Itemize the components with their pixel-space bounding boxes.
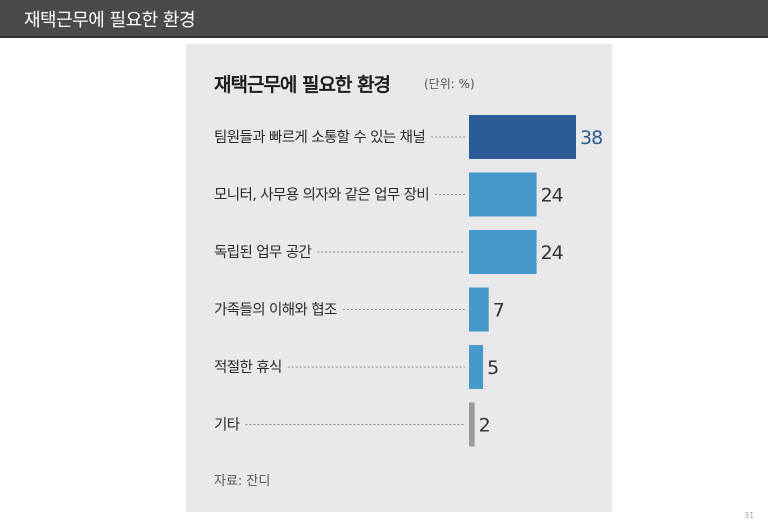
chart-panel: 재택근무에 필요한 환경 (단위: %) 팀원들과 빠르게 소통할 수 있는 채… xyxy=(186,44,612,512)
category-label: 가족들의 이해와 협조 xyxy=(214,302,337,319)
value-label: 5 xyxy=(487,357,498,379)
page-number: 31 xyxy=(744,511,755,520)
chart-title: 재택근무에 필요한 환경 xyxy=(214,74,391,96)
category-label: 적절한 휴식 xyxy=(214,359,282,376)
chart-source: 자료: 잔디 xyxy=(214,474,271,489)
value-label: 2 xyxy=(479,415,490,437)
value-label: 7 xyxy=(493,300,504,322)
chart-unit: (단위: %) xyxy=(424,77,475,91)
category-label: 팀원들과 빠르게 소통할 수 있는 채널 xyxy=(214,129,425,146)
bar xyxy=(469,115,576,159)
bar xyxy=(469,287,489,332)
bar xyxy=(469,172,537,217)
slide-title: 재택근무에 필요한 환경 xyxy=(24,10,196,31)
bar xyxy=(469,345,484,389)
bar-chart: 팀원들과 빠르게 소통할 수 있는 채널 38 모니터, 사무용 의자와 같은 업무… xyxy=(214,115,603,447)
bar xyxy=(469,402,475,447)
category-label: 독립된 업무 공간 xyxy=(214,244,311,261)
slide-header: 재택근무에 필요한 환경 xyxy=(0,0,768,38)
value-label: 24 xyxy=(541,185,564,207)
value-label: 38 xyxy=(580,127,602,149)
category-label: 기타 xyxy=(214,417,240,434)
value-label: 24 xyxy=(541,242,564,264)
category-label: 모니터, 사무용 의자와 같은 업무 장비 xyxy=(214,187,429,204)
bar xyxy=(469,230,537,274)
